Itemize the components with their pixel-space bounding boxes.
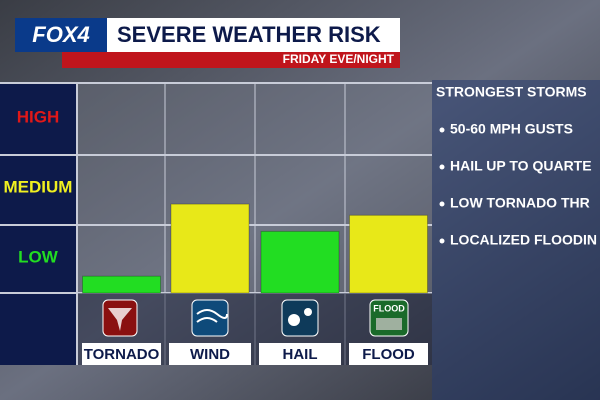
note-item: LOW TORNADO THR [450, 195, 590, 211]
bullet [439, 127, 445, 133]
bar [82, 275, 161, 294]
bullet [439, 164, 445, 170]
label-box [349, 343, 428, 365]
label-box [169, 343, 251, 365]
y-tick-label: LOW [18, 247, 59, 266]
notes-panel [432, 80, 600, 400]
icons: FLOOD [102, 299, 409, 337]
notes: STRONGEST STORMS 50-60 MPH GUSTS HAIL UP … [436, 84, 597, 248]
flood-icon-text: FLOOD [373, 303, 405, 313]
note-item: LOCALIZED FLOODIN [450, 232, 597, 248]
logo-box [15, 18, 107, 52]
x-tick-label: FLOOD [362, 346, 415, 363]
x-tick-label: WIND [190, 346, 230, 363]
bullet [439, 238, 445, 244]
subtitle: FRIDAY EVE/NIGHT [283, 52, 395, 66]
note-item: 50-60 MPH GUSTS [450, 121, 573, 137]
x-tick-label: HAIL [283, 346, 318, 363]
logo: FOX4 [32, 22, 89, 47]
bar [260, 230, 340, 294]
bar [349, 214, 428, 294]
label-box [82, 343, 161, 365]
label-box [259, 343, 341, 365]
bar [170, 203, 250, 294]
bullet [439, 201, 445, 207]
notes-title: STRONGEST STORMS [436, 84, 587, 100]
title: SEVERE WEATHER RISK [117, 22, 381, 47]
y-tick-label: HIGH [17, 107, 60, 126]
subtitle-bar [62, 52, 400, 68]
y-tick-label: MEDIUM [4, 177, 73, 196]
x-tick-label: TORNADO [84, 346, 160, 363]
note-item: HAIL UP TO QUARTE [450, 158, 592, 174]
